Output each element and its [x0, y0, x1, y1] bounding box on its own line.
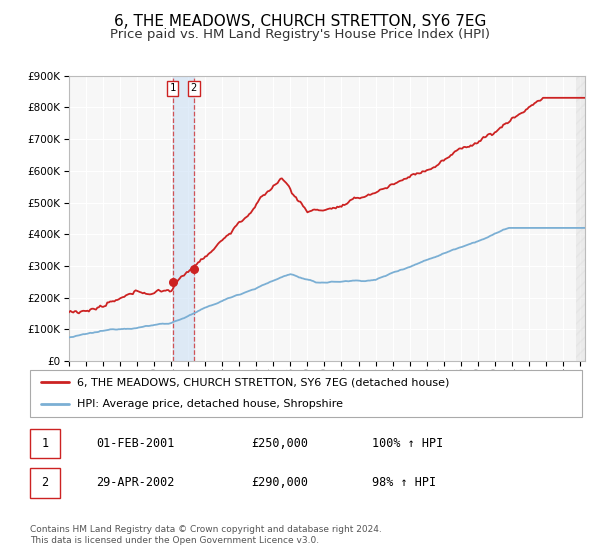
Text: 6, THE MEADOWS, CHURCH STRETTON, SY6 7EG (detached house): 6, THE MEADOWS, CHURCH STRETTON, SY6 7EG…	[77, 377, 449, 388]
Bar	[173, 76, 194, 361]
Text: Price paid vs. HM Land Registry's House Price Index (HPI): Price paid vs. HM Land Registry's House …	[110, 28, 490, 41]
Text: 100% ↑ HPI: 100% ↑ HPI	[372, 437, 443, 450]
Text: 1: 1	[41, 437, 49, 450]
Text: £250,000: £250,000	[251, 437, 308, 450]
Text: 29-APR-2002: 29-APR-2002	[96, 477, 175, 489]
Text: Contains HM Land Registry data © Crown copyright and database right 2024.
This d: Contains HM Land Registry data © Crown c…	[30, 525, 382, 545]
Bar	[30, 428, 61, 458]
Text: HPI: Average price, detached house, Shropshire: HPI: Average price, detached house, Shro…	[77, 399, 343, 409]
Bar	[575, 76, 585, 361]
Text: 01-FEB-2001: 01-FEB-2001	[96, 437, 175, 450]
Text: 1: 1	[169, 83, 176, 94]
Bar	[30, 468, 61, 498]
Text: 6, THE MEADOWS, CHURCH STRETTON, SY6 7EG: 6, THE MEADOWS, CHURCH STRETTON, SY6 7EG	[114, 14, 486, 29]
Text: 2: 2	[41, 477, 49, 489]
Text: £290,000: £290,000	[251, 477, 308, 489]
Text: 2: 2	[191, 83, 197, 94]
Text: 98% ↑ HPI: 98% ↑ HPI	[372, 477, 436, 489]
